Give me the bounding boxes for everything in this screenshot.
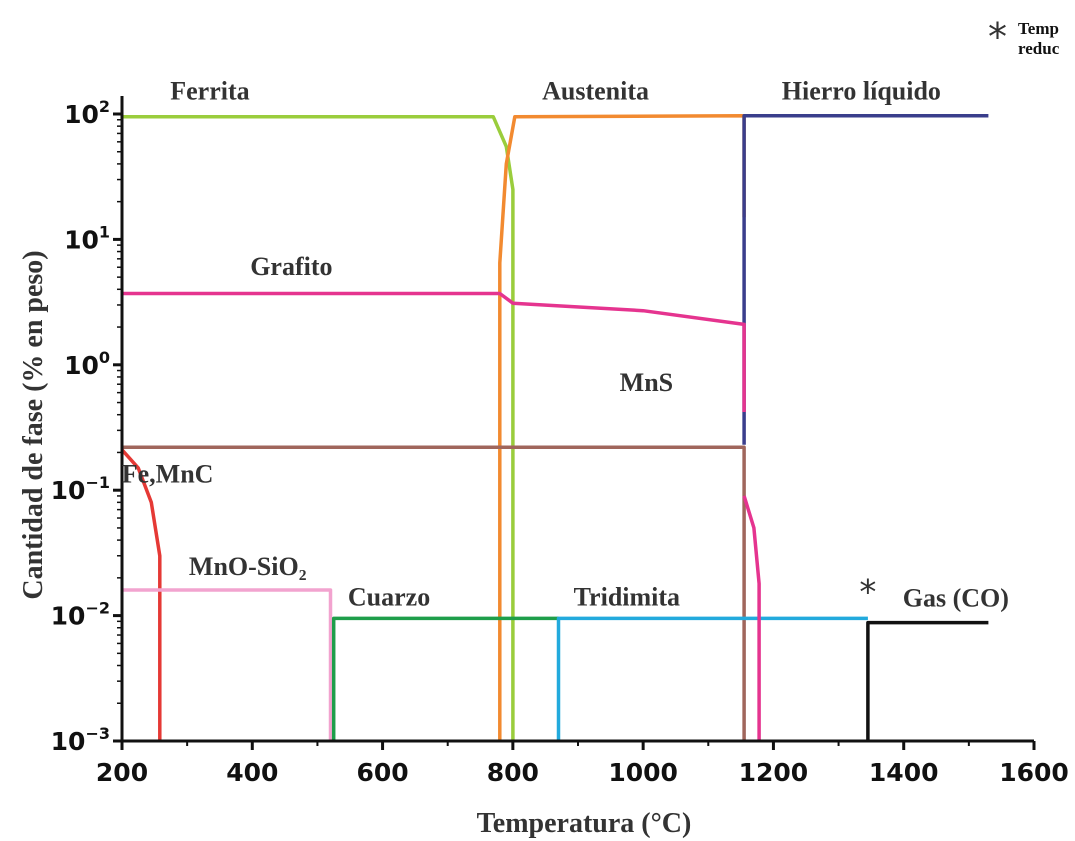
note-line-1: Temp <box>1018 19 1059 38</box>
x-tick-label-400: 400 <box>226 758 278 787</box>
series-line-unnamed-10 <box>742 495 761 741</box>
y-tick-label-2: 102 <box>64 97 110 129</box>
series-line-tridimita <box>556 616 868 741</box>
y-tick-label-−2: 10−2 <box>51 599 110 631</box>
phase-label-hierro-l-quido: Hierro líquido <box>782 77 941 106</box>
axes-layer: 200 400 600 800 1000 1200 1400 1600 102 101 100 10−… <box>51 96 1069 787</box>
x-tick-label-600: 600 <box>356 758 408 787</box>
phase-label-mno-sio: MnO-SiO₂ <box>189 552 307 581</box>
x-tick-label-1400: 1400 <box>869 758 939 787</box>
phase-label-austenita: Austenita <box>542 77 649 106</box>
series-line-cuarzo <box>331 616 559 741</box>
phase-label-mns: MnS <box>620 368 673 397</box>
y-tick-label-−3: 10−3 <box>51 724 110 756</box>
series-line-austenita <box>498 113 746 741</box>
phase-label-tridimita: Tridimita <box>574 583 680 612</box>
note-asterisk: * <box>988 15 1007 59</box>
series-line-hierro-l-quido <box>742 113 989 445</box>
x-axis-title: Temperatura (°C) <box>477 808 692 839</box>
y-tick-label-−1: 10−1 <box>51 473 110 505</box>
x-tick-label-200: 200 <box>96 758 148 787</box>
y-tick-label-1: 101 <box>64 222 110 254</box>
x-tick-label-1200: 1200 <box>739 758 809 787</box>
labels-layer: Ferrita Austenita Hierro líquido Grafito MnS… <box>122 77 1009 613</box>
marker-asterisk: * <box>859 572 876 612</box>
y-tick-label-0: 100 <box>64 348 110 380</box>
phase-label-ferrita: Ferrita <box>170 77 249 106</box>
series-line-gas-co <box>866 620 989 741</box>
series-line-ferrita <box>122 115 515 741</box>
series-layer <box>120 113 989 741</box>
x-tick-label-1600: 1600 <box>999 758 1069 787</box>
x-tick-label-800: 800 <box>487 758 539 787</box>
y-axis-title: Cantidad de fase (% en peso) <box>18 250 49 599</box>
reduction-note: * Temp reduc <box>988 15 1060 59</box>
phase-label-gas-co: Gas (CO) <box>903 584 1009 613</box>
series-line-grafito <box>122 291 746 412</box>
x-tick-label-1000: 1000 <box>608 758 678 787</box>
series-line-fe-mnc <box>120 448 162 741</box>
series-line-mns <box>122 445 746 741</box>
phase-label-cuarzo: Cuarzo <box>348 583 430 612</box>
phase-label-fe-mnc: Fe,MnC <box>122 460 214 489</box>
phase-label-grafito: Grafito <box>250 252 332 281</box>
series-line-mno-sio <box>122 588 333 741</box>
note-line-2: reduc <box>1018 39 1060 58</box>
